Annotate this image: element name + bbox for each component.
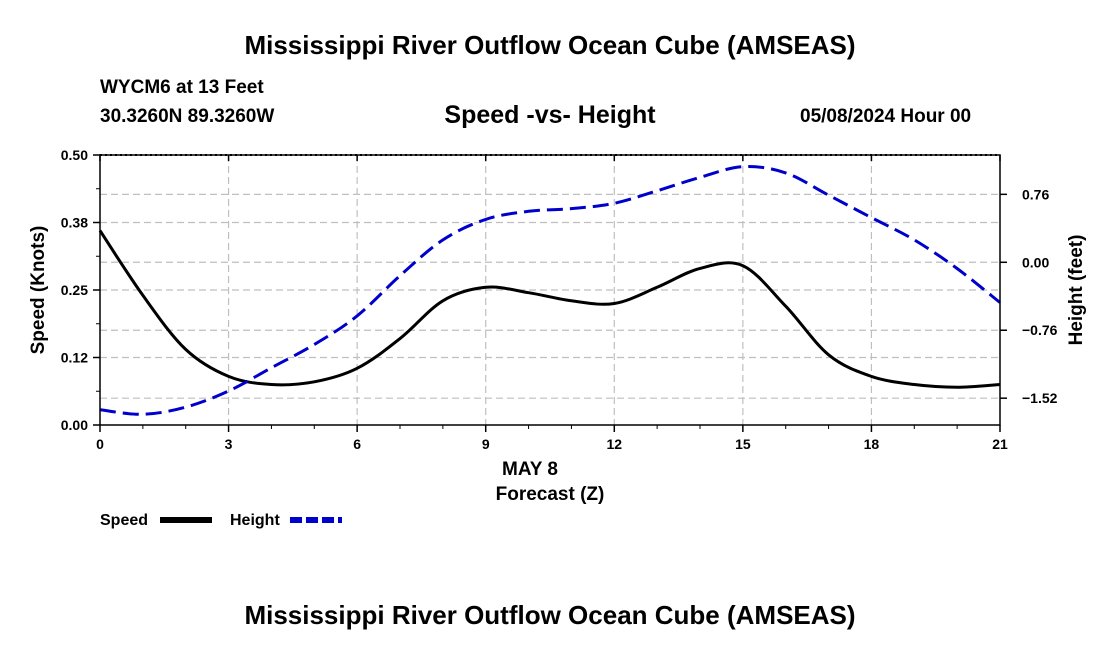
grid-lines <box>100 155 1000 425</box>
y-tick-label: 0.50 <box>61 147 88 163</box>
series-line-speed <box>98 229 1001 389</box>
y2-tick-label: 0.00 <box>1022 254 1049 270</box>
chart-subtitle: Speed -vs- Height <box>444 101 656 129</box>
forecast-datetime: 05/08/2024 Hour 00 <box>800 106 972 127</box>
y2-tick-label: −0.76 <box>1022 322 1058 338</box>
y-tick-label: 0.38 <box>61 215 88 231</box>
tick-labels: 0 3 6 9 12 15 18 21 0.00 0.12 0.25 0.38 0.50 −1.52 −0.… <box>61 147 1058 452</box>
x-tick-label: 12 <box>606 436 622 452</box>
x-tick-label: 6 <box>353 436 361 452</box>
x-tick-label: 3 <box>225 436 233 452</box>
y-tick-label: 0.00 <box>61 417 88 433</box>
y-axis-label: Speed (Knots) <box>28 226 49 355</box>
x-tick-label: 15 <box>735 436 751 452</box>
series-lines <box>98 164 1001 416</box>
y-tick-label: 0.25 <box>61 282 88 298</box>
legend-speed-label: Speed <box>100 512 148 529</box>
axis-ticks <box>93 154 1007 432</box>
y2-tick-label: 0.76 <box>1022 186 1049 202</box>
series-line-height <box>99 164 1001 416</box>
chart-title: Mississippi River Outflow Ocean Cube (AM… <box>244 30 856 60</box>
y2-axis-label: Height (feet) <box>1066 235 1087 346</box>
x-tick-label: 0 <box>96 436 104 452</box>
station-coordinates: 30.3260N 89.3260W <box>100 106 275 127</box>
y2-tick-label: −1.52 <box>1022 390 1058 406</box>
x-axis-label: Forecast (Z) <box>496 484 605 505</box>
x-tick-label: 18 <box>864 436 880 452</box>
y-tick-label: 0.12 <box>61 350 88 366</box>
x-tick-label: 9 <box>482 436 490 452</box>
x-axis-sublabel: MAY 8 <box>502 459 558 480</box>
legend: Speed Height <box>100 512 342 529</box>
x-tick-label: 21 <box>992 436 1008 452</box>
station-label: WYCM6 at 13 Feet <box>100 77 264 98</box>
footer-title: Mississippi River Outflow Ocean Cube (AM… <box>244 600 856 630</box>
legend-height-label: Height <box>230 512 280 529</box>
